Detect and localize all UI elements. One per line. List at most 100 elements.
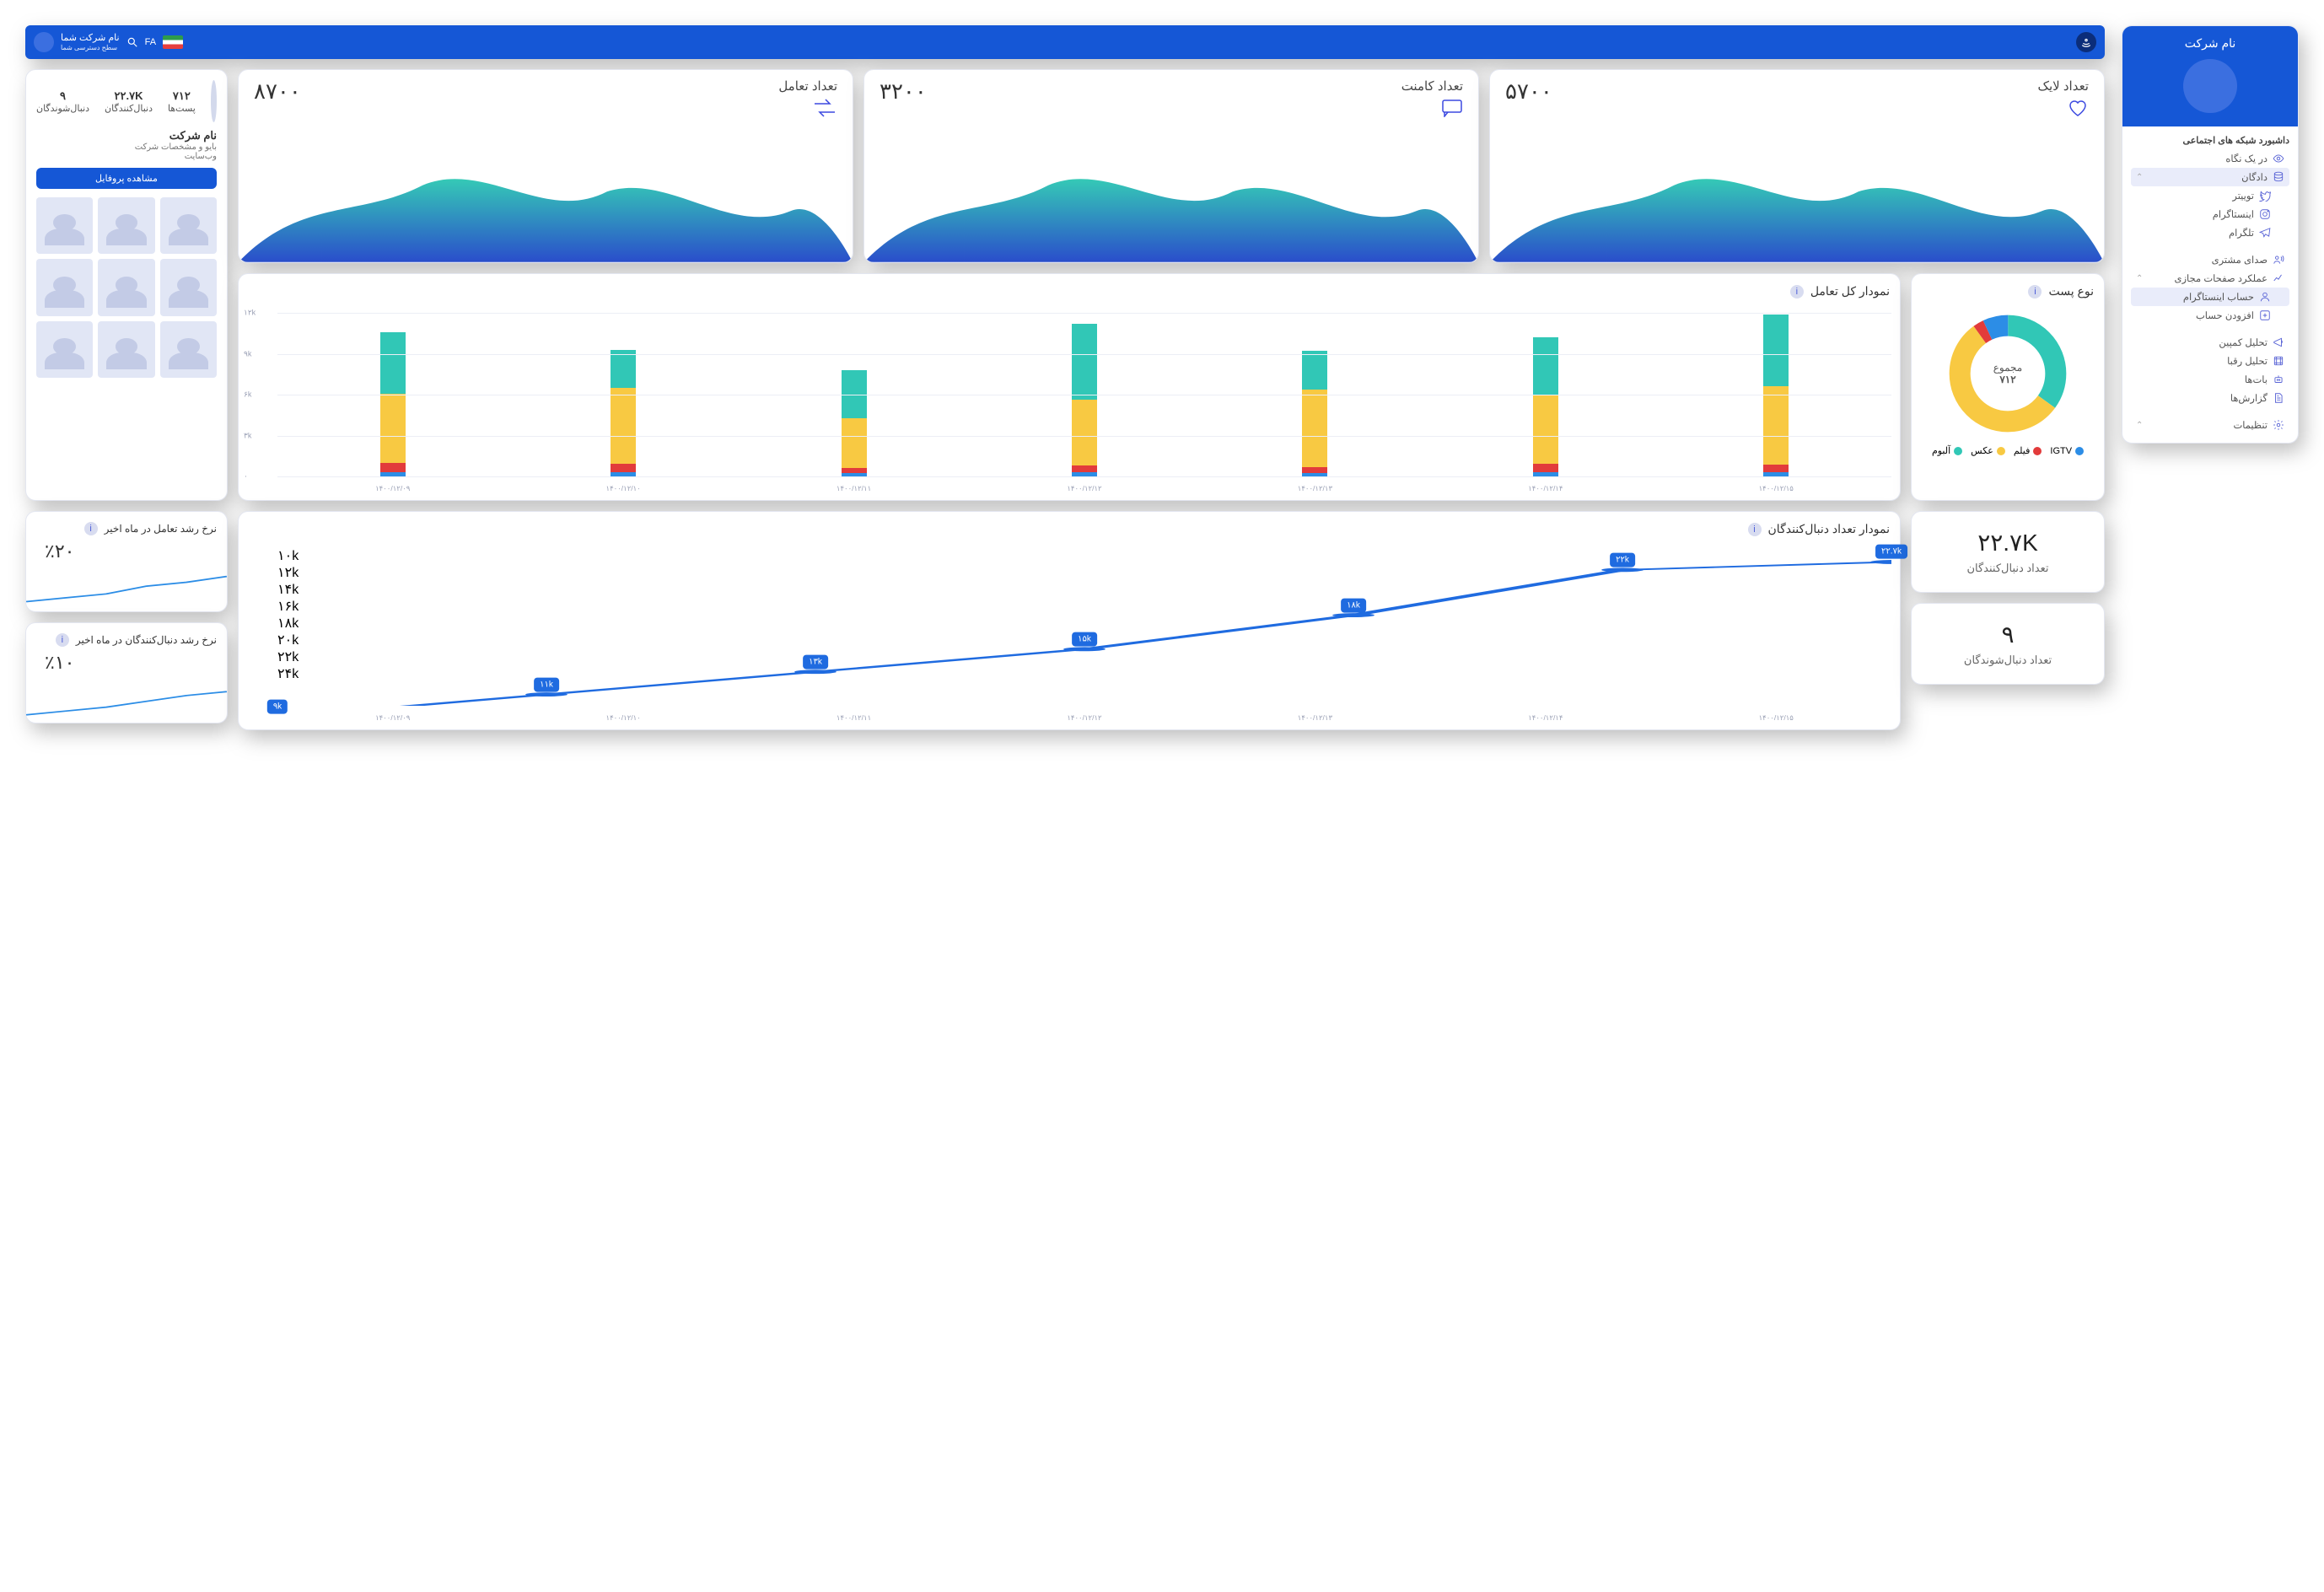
stacked-bar[interactable] [1763,311,1789,476]
topbar-lang[interactable]: FA [145,37,156,47]
x-axis-label: ۱۴۰۰/۱۲/۱۰ [508,484,738,493]
growth-interaction-value: ٪۲۰ [36,535,217,562]
sidebar-item-label: در یک نگاه [2225,153,2268,164]
x-axis-label: ۱۴۰۰/۱۲/۱۳ [1200,484,1430,493]
iran-flag-icon [163,35,183,49]
metric-card-interaction: ۸۷۰۰ تعداد تعامل [238,69,853,263]
metric-area-chart [239,147,853,262]
tw-icon [2259,190,2271,202]
sidebar-item-twitter[interactable]: توییتر [2131,186,2289,205]
sidebar-item-label: اینستاگرام [2213,208,2254,220]
y-axis-label: ۱۲k [244,309,256,318]
perf-icon [2273,272,2284,284]
profile-thumbnail[interactable] [98,259,154,315]
sidebar-item-campaign[interactable]: تحلیل کمپین [2131,333,2289,352]
bar-chart-title: نمودار کل تعامل [1810,284,1890,298]
data-point-label: ۲۲.۷k [1875,545,1907,559]
sidebar-item-performance[interactable]: عملکرد صفحات مجازی⌃ [2131,269,2289,288]
sidebar-item-voice[interactable]: صدای مشتری [2131,250,2289,269]
sidebar-item-label: تحلیل کمپین [2219,336,2268,348]
following-stat-label: تعداد دنبال‌شوندگان [1920,653,2095,667]
stacked-bar[interactable] [1072,311,1097,476]
tg-icon [2259,227,2271,239]
sidebar-item-instagram[interactable]: اینستاگرام [2131,205,2289,223]
sparkline-chart [26,573,227,611]
sidebar-item-reports[interactable]: گزارش‌ها [2131,389,2289,407]
stacked-bar[interactable] [1533,311,1558,476]
search-icon[interactable] [126,36,138,48]
sidebar-item-telegram[interactable]: تلگرام [2131,223,2289,242]
sidebar-item-dadegan[interactable]: دادگان⌃ [2131,168,2289,186]
profile-thumbnail[interactable] [98,197,154,254]
plus-icon [2259,309,2271,321]
sidebar-item-label: تنظیمات [2233,419,2268,431]
legend-item[interactable]: آلبوم [1932,445,1962,456]
sidebar-item-label: صدای مشتری [2212,254,2268,266]
metric-area-chart [1490,147,2104,262]
x-axis-label: ۱۴۰۰/۱۲/۱۴ [1430,484,1660,493]
gear-icon [2273,419,2284,431]
sidebar-item-add-acct[interactable]: افزودن حساب [2131,306,2289,325]
sidebar-item-label: حساب اینستاگرام [2183,291,2254,303]
x-axis-label: ۱۴۰۰/۱۲/۱۲ [969,713,1199,723]
sidebar-item-bots[interactable]: بات‌ها [2131,370,2289,389]
sidebar-item-label: عملکرد صفحات مجازی [2174,272,2268,284]
sidebar-item-acct-ig[interactable]: حساب اینستاگرام [2131,288,2289,306]
info-icon[interactable]: i [1790,285,1804,298]
stacked-bar[interactable] [842,311,867,476]
profile-card: ۹ دنبال‌شوندگان ۲۲.۷K دنبال‌کنندگان ۷۱۲ … [25,69,228,501]
ig-icon [2259,208,2271,220]
heart-icon [2067,99,2089,117]
profile-thumbnail[interactable] [160,259,217,315]
growth-interaction-title: نرخ رشد تعامل در ماه اخیر [105,523,217,535]
data-point-label: ۱۳k [803,654,828,669]
x-axis-label: ۱۴۰۰/۱۲/۱۱ [739,484,969,493]
legend-item[interactable]: عکس [1971,445,2005,456]
stacked-bar[interactable] [380,311,406,476]
profile-following-label: دنبال‌شوندگان [36,103,89,114]
profile-thumbnail[interactable] [36,321,93,378]
sidebar-item-settings[interactable]: تنظیمات⌃ [2131,416,2289,434]
info-icon[interactable]: i [56,633,69,647]
bot-icon [2273,374,2284,385]
profile-thumbnails [36,197,217,378]
sidebar-item-label: افزودن حساب [2196,309,2254,321]
info-icon[interactable]: i [84,522,98,535]
followers-stat-value: ۲۲.۷K [1920,529,2095,557]
stacked-bar[interactable] [1302,311,1327,476]
acct-icon [2259,291,2271,303]
interaction-icon [812,99,837,117]
x-axis-label: ۱۴۰۰/۱۲/۱۲ [969,484,1199,493]
info-icon[interactable]: i [1748,523,1762,536]
followers-stat-label: تعداد دنبال‌کنندگان [1920,562,2095,575]
legend-item[interactable]: فیلم [2014,445,2042,456]
metric-label: تعداد کامنت [1401,78,1463,94]
profile-followers-label: دنبال‌کنندگان [105,103,153,114]
sidebar-header: نام شرکت [2122,36,2298,51]
comment-icon [1441,99,1463,117]
profile-thumbnail[interactable] [160,321,217,378]
profile-posts-label: پست‌ها [168,103,196,114]
sidebar-item-rivals[interactable]: تحلیل رقبا [2131,352,2289,370]
view-profile-button[interactable]: مشاهده پروفایل [36,168,217,189]
followers-stat-card: ۲۲.۷K تعداد دنبال‌کنندگان [1911,511,2105,593]
profile-thumbnail[interactable] [160,197,217,254]
profile-thumbnail[interactable] [98,321,154,378]
sidebar-item-glance[interactable]: در یک نگاه [2131,149,2289,168]
stacked-bar[interactable] [611,311,636,476]
line-chart-title: نمودار تعداد دنبال‌کنندگان [1768,522,1890,536]
profile-thumbnail[interactable] [36,197,93,254]
profile-bio: بایو و مشخصات شرکت [36,143,217,152]
profile-avatar[interactable] [211,80,217,122]
growth-followers-title: نرخ رشد دنبال‌کنندگان در ماه اخیر [76,634,217,646]
profile-site[interactable]: وب‌سایت [36,152,217,161]
info-icon[interactable]: i [2028,285,2042,298]
rep-icon [2273,392,2284,404]
legend-item[interactable]: IGTV [2050,445,2084,456]
brand-logo[interactable] [2076,32,2096,52]
topbar-avatar[interactable] [34,32,54,52]
sidebar: نام شرکت داشبورد شبکه های اجتماعی در یک … [2122,25,2299,444]
metric-value: ۸۷۰۰ [254,78,301,105]
sidebar-avatar[interactable] [2183,59,2237,113]
profile-thumbnail[interactable] [36,259,93,315]
